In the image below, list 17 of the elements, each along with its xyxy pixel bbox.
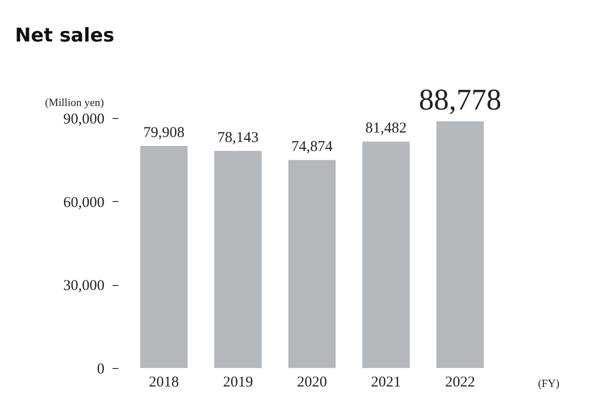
x-tick-label: 2018 bbox=[148, 374, 179, 390]
x-tick-label: 2021 bbox=[371, 374, 402, 390]
y-axis-title: (Million yen) bbox=[45, 97, 104, 109]
x-tick-label: 2019 bbox=[222, 374, 253, 390]
x-tick-label: 2020 bbox=[297, 374, 327, 390]
y-tick-label: 30,000 bbox=[63, 278, 104, 294]
chart-title: Net sales bbox=[15, 24, 114, 46]
x-tick-label: 2022 bbox=[445, 374, 476, 390]
data-label: 81,482 bbox=[365, 120, 407, 137]
x-axis-title: (FY) bbox=[538, 378, 560, 390]
data-label: 78,143 bbox=[217, 130, 259, 146]
data-label: 88,778 bbox=[418, 83, 502, 116]
y-tick-label: 60,000 bbox=[63, 194, 104, 211]
data-label: 79,908 bbox=[143, 125, 185, 142]
y-tick-label: 90,000 bbox=[63, 112, 104, 128]
y-tick-label: 0 bbox=[97, 362, 104, 378]
data-label: 74,874 bbox=[291, 139, 334, 156]
